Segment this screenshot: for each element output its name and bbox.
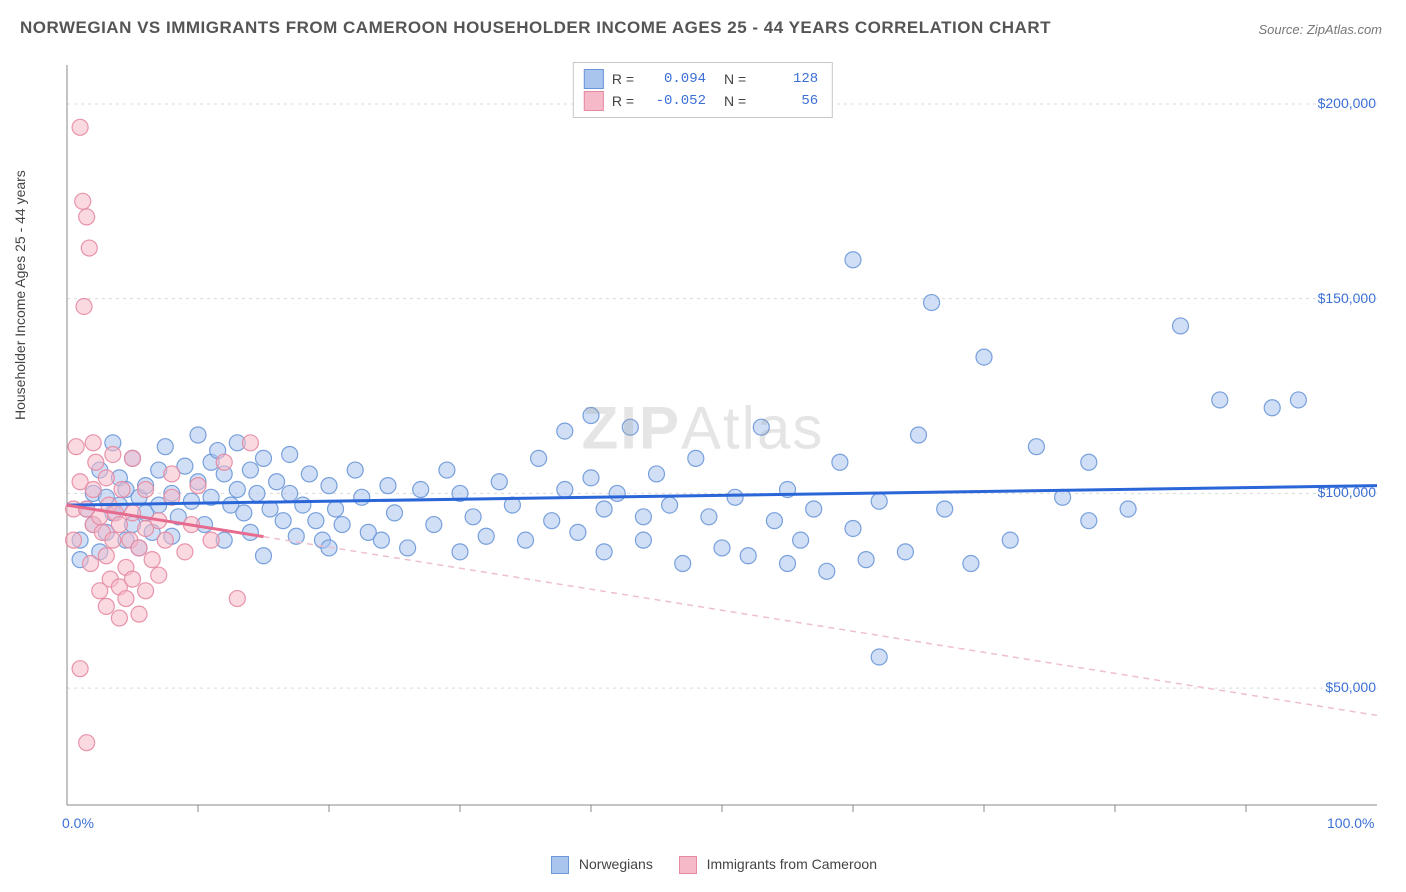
source-label: Source: ZipAtlas.com bbox=[1258, 22, 1382, 37]
bottom-label-cameroon: Immigrants from Cameroon bbox=[707, 856, 877, 872]
bottom-label-norwegians: Norwegians bbox=[579, 856, 653, 872]
bottom-swatch-norwegians bbox=[551, 856, 569, 874]
y-tick-label: $200,000 bbox=[1318, 95, 1376, 111]
y-tick-label: $150,000 bbox=[1318, 290, 1376, 306]
n-label: N = bbox=[724, 93, 746, 109]
n-label: N = bbox=[724, 71, 746, 87]
n-value-cameroon: 56 bbox=[754, 93, 818, 109]
y-tick-label: $100,000 bbox=[1318, 484, 1376, 500]
y-axis-label: Householder Income Ages 25 - 44 years bbox=[12, 170, 28, 420]
chart-title: NORWEGIAN VS IMMIGRANTS FROM CAMEROON HO… bbox=[20, 18, 1051, 38]
bottom-swatch-cameroon bbox=[679, 856, 697, 874]
plot-area bbox=[62, 60, 1382, 830]
chart-container: NORWEGIAN VS IMMIGRANTS FROM CAMEROON HO… bbox=[0, 0, 1406, 892]
x-tick-end: 100.0% bbox=[1327, 815, 1374, 831]
legend-swatch-cameroon bbox=[584, 91, 604, 111]
legend-swatch-norwegians bbox=[584, 69, 604, 89]
r-label: R = bbox=[612, 71, 634, 87]
bottom-legend: Norwegians Immigrants from Cameroon bbox=[0, 856, 1406, 874]
r-label: R = bbox=[612, 93, 634, 109]
legend-row-cameroon: R = -0.052 N = 56 bbox=[584, 91, 818, 111]
legend-row-norwegians: R = 0.094 N = 128 bbox=[584, 69, 818, 89]
n-value-norwegians: 128 bbox=[754, 71, 818, 87]
r-value-norwegians: 0.094 bbox=[642, 71, 706, 87]
y-tick-label: $50,000 bbox=[1325, 679, 1376, 695]
scatter-plot-svg bbox=[62, 60, 1382, 830]
r-value-cameroon: -0.052 bbox=[642, 93, 706, 109]
x-tick-start: 0.0% bbox=[62, 815, 94, 831]
correlation-legend: R = 0.094 N = 128 R = -0.052 N = 56 bbox=[573, 62, 833, 118]
